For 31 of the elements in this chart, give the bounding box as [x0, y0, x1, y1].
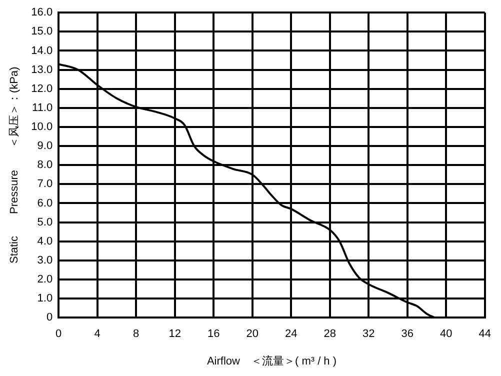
x-tick-label: 4 [94, 328, 100, 340]
x-axis-title: Airflow ＜流量＞( m³ / h ) [206, 354, 337, 368]
y-tick-label: 3.0 [37, 254, 53, 266]
y-tick-label: 0 [46, 312, 53, 324]
y-tick-label: 1.0 [37, 292, 53, 305]
x-tick-label: 8 [133, 328, 140, 340]
x-tick-label: 12 [168, 328, 181, 340]
x-tick-label: 40 [440, 328, 452, 340]
x-tick-label: 32 [362, 328, 375, 340]
y-tick-label: 7.0 [37, 178, 53, 190]
y-tick-label: 9.0 [37, 140, 53, 152]
x-tick-label: 24 [284, 328, 298, 340]
x-tick-label: 36 [401, 328, 414, 340]
y-tick-label: 13.0 [31, 64, 53, 76]
y-tick-label: 15.0 [31, 26, 53, 38]
y-tick-label: 2.0 [37, 274, 53, 286]
y-tick-label: 16.0 [31, 6, 53, 19]
y-tick-label: 6.0 [37, 197, 53, 210]
x-tick-label: 16 [207, 328, 220, 340]
y-tick-label: 5.0 [37, 216, 53, 228]
y-tick-label: 12.0 [31, 82, 53, 95]
x-tick-label: 20 [246, 328, 258, 340]
y-tick-label: 14.0 [31, 44, 53, 57]
y-tick-label: 4.0 [37, 235, 53, 248]
x-tick-label: 0 [56, 328, 62, 340]
y-axis-title: Static Pressure ＜风压＞：(kPa) [8, 66, 21, 264]
y-tick-label: 8.0 [37, 159, 53, 172]
y-tick-label: 11.0 [32, 102, 53, 114]
x-tick-label: 44 [478, 328, 492, 340]
y-tick-label: 10.0 [31, 121, 53, 134]
x-tick-label: 28 [324, 328, 336, 340]
